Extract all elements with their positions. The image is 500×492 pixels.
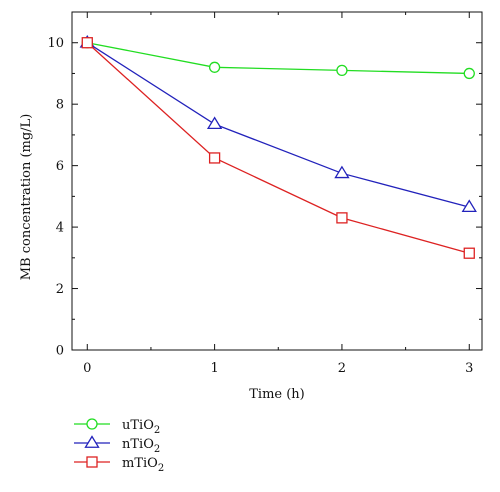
series-line-uTiO2 (87, 42, 470, 75)
series-nTiO2 (79, 34, 477, 212)
legend-label: uTiO2 (122, 418, 160, 436)
x-axis-label: Time (h) (249, 387, 305, 402)
data-point-mTiO2 (336, 212, 348, 224)
legend-marker (86, 456, 98, 468)
axes (71, 11, 483, 351)
legend-item-nTiO2: nTiO2 (74, 435, 160, 455)
y-tick-label: 6 (56, 159, 64, 174)
legend-marker (86, 418, 98, 430)
x-tick-label: 0 (83, 361, 91, 376)
data-point-uTiO2 (336, 64, 348, 77)
y-tick-label: 2 (56, 282, 64, 297)
axis-ticks: 0 2 4 6 8 10 0 1 2 3 (47, 11, 482, 376)
y-tick-label: 0 (56, 344, 64, 359)
plot-frame (71, 11, 483, 351)
data-point-uTiO2 (208, 61, 221, 73)
legend-label: nTiO2 (122, 437, 160, 455)
x-tick-label: 1 (210, 361, 218, 376)
legend-item-mTiO2: mTiO2 (74, 456, 164, 474)
x-tick-label: 2 (338, 361, 346, 376)
y-tick-label: 10 (47, 36, 64, 51)
series-line-nTiO2 (86, 42, 470, 208)
data-point-nTiO2 (206, 116, 223, 130)
y-tick-label: 4 (56, 221, 64, 236)
data-point-nTiO2 (334, 165, 350, 179)
y-axis-label: MB concentration (mg/L) (19, 114, 34, 281)
series-layer (79, 34, 477, 259)
y-tick-label: 8 (56, 98, 64, 113)
series-line-mTiO2 (86, 42, 470, 254)
data-point-mTiO2 (81, 37, 93, 49)
legend-item-uTiO2: uTiO2 (74, 418, 160, 436)
data-point-mTiO2 (208, 152, 221, 164)
data-point-mTiO2 (463, 247, 475, 259)
data-point-nTiO2 (461, 199, 477, 212)
legend-marker (84, 435, 100, 448)
series-uTiO2 (81, 37, 475, 80)
series-mTiO2 (81, 37, 475, 259)
x-tick-label: 3 (465, 361, 473, 376)
legend-label: mTiO2 (122, 456, 164, 474)
data-point-uTiO2 (463, 67, 475, 80)
